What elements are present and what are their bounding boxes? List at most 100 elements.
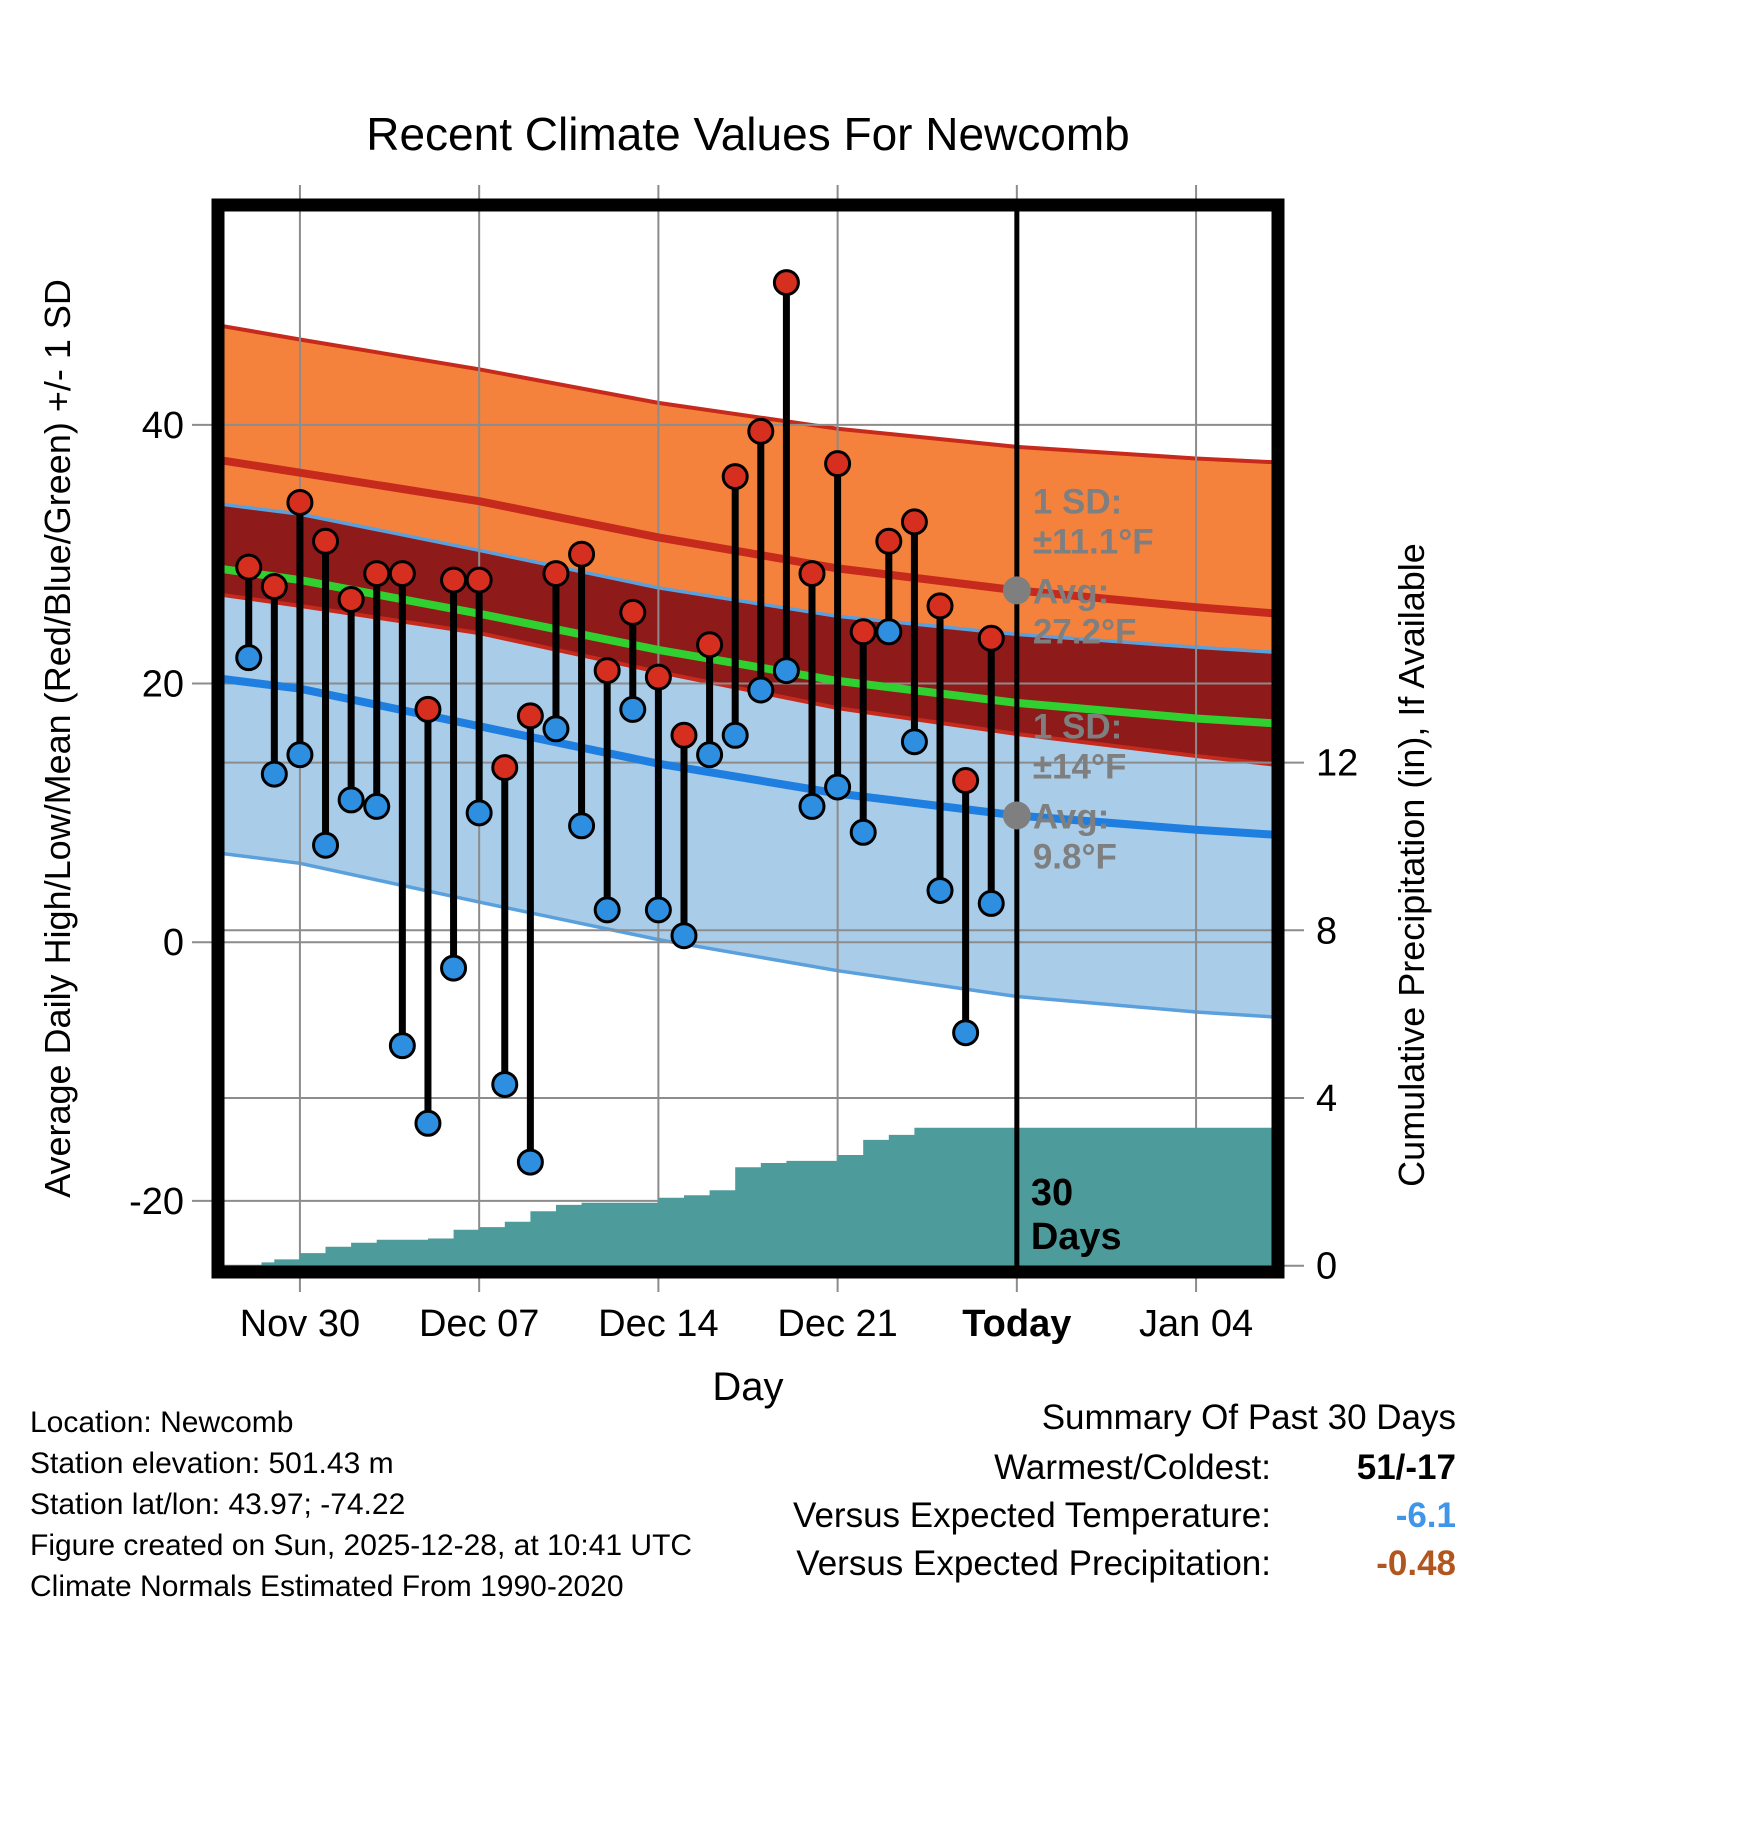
daily-high-dot	[235, 553, 263, 581]
daily-low-dot	[542, 715, 570, 743]
daily-low-dot	[747, 676, 775, 704]
daily-high-dot	[900, 508, 928, 536]
daily-high-dot	[824, 450, 852, 478]
daily-low-dot	[465, 799, 493, 827]
x-axis-label: Day	[712, 1365, 783, 1409]
daily-low-dot	[260, 760, 288, 788]
daily-high-dot	[516, 702, 544, 730]
daily-low-dot	[772, 657, 800, 685]
daily-high-dot	[977, 624, 1005, 652]
daily-low-dot	[619, 695, 647, 723]
daily-high-dot	[337, 585, 365, 613]
x-tick-label: Jan 04	[1139, 1303, 1253, 1345]
daily-low-dot	[593, 896, 621, 924]
x-tick-label: Dec 07	[419, 1303, 539, 1345]
daily-high-dot	[644, 663, 672, 691]
right-tick-label: 8	[1316, 910, 1337, 952]
low-annotation-sd-value: ±14°F	[1033, 747, 1127, 786]
low-annotation-sd-label: 1 SD:	[1033, 707, 1122, 746]
daily-high-dot	[926, 592, 954, 620]
daily-high-dot	[875, 527, 903, 555]
today-window-label: 30	[1031, 1172, 1073, 1214]
left-tick-label: -20	[129, 1181, 184, 1223]
summary-row-value: -0.48	[1376, 1544, 1456, 1583]
daily-low-dot	[414, 1109, 442, 1137]
daily-high-dot	[363, 560, 391, 588]
daily-low-dot	[644, 896, 672, 924]
daily-low-dot	[388, 1032, 416, 1060]
left-tick-label: 20	[142, 664, 184, 706]
high-annotation-avg-dot	[1002, 576, 1031, 605]
daily-high-dot	[670, 721, 698, 749]
daily-low-dot	[568, 812, 596, 840]
summary-row-value: -6.1	[1395, 1496, 1456, 1535]
daily-low-dot	[440, 954, 468, 982]
daily-high-dot	[747, 417, 775, 445]
daily-high-dot	[696, 631, 724, 659]
daily-low-dot	[824, 773, 852, 801]
daily-high-dot	[849, 618, 877, 646]
avg-high-line	[214, 455, 1282, 618]
daily-high-dot	[568, 540, 596, 568]
left-tick-label: 0	[163, 922, 184, 964]
summary-title: Summary Of Past 30 Days	[1041, 1398, 1456, 1437]
summary-row: Warmest/Coldest: 51/-17	[793, 1448, 1456, 1488]
metadata-created: Figure created on Sun, 2025-12-28, at 10…	[30, 1529, 693, 1562]
daily-low-dot	[721, 721, 749, 749]
high-annotation-sd-value: ±11.1°F	[1033, 522, 1154, 561]
metadata-elevation: Station elevation: 501.43 m	[30, 1447, 394, 1480]
summary-row: Versus Expected Precipitation: -0.48	[793, 1544, 1456, 1584]
summary-row-label: Versus Expected Precipitation:	[796, 1544, 1271, 1583]
high-band-upper-edge	[216, 323, 1280, 465]
metadata-latlon: Station lat/lon: 43.97; -74.22	[30, 1488, 406, 1521]
avg-low-line	[214, 674, 1282, 839]
metadata-location: Location: Newcomb	[30, 1406, 294, 1439]
low-band-lower-edge	[216, 851, 1280, 1019]
daily-low-dot	[900, 728, 928, 756]
daily-high-dot	[440, 566, 468, 594]
daily-low-dot	[849, 818, 877, 846]
daily-high-dot	[798, 560, 826, 588]
daily-high-dot	[952, 767, 980, 795]
summary-rows: Warmest/Coldest: 51/-17 Versus Expected Te…	[793, 1448, 1456, 1584]
daily-low-dot	[952, 1019, 980, 1047]
high-annotation-avg-value: 27.2°F	[1033, 612, 1137, 651]
daily-high-dot	[286, 488, 314, 516]
daily-high-dot	[465, 566, 493, 594]
right-tick-label: 12	[1316, 743, 1358, 785]
high-annotation-sd-label: 1 SD:	[1033, 482, 1122, 521]
summary-row-label: Warmest/Coldest:	[994, 1448, 1271, 1487]
low-annotation-avg-value: 9.8°F	[1033, 837, 1117, 876]
daily-low-dot	[235, 644, 263, 672]
summary-row-label: Versus Expected Temperature:	[793, 1496, 1271, 1535]
summary-row-value: 51/-17	[1356, 1448, 1456, 1487]
daily-low-dot	[337, 786, 365, 814]
right-tick-label: 0	[1316, 1246, 1337, 1288]
plot-frame	[211, 198, 1285, 1279]
daily-low-dot	[491, 1070, 519, 1098]
low-annotation-avg-dot	[1002, 801, 1031, 830]
x-tick-label: Today	[962, 1303, 1071, 1345]
daily-low-dot	[875, 618, 903, 646]
low-annotation-avg-label: Avg:	[1033, 797, 1109, 836]
today-window-label: Days	[1031, 1216, 1122, 1258]
x-tick-label: Dec 21	[777, 1303, 897, 1345]
figure-metadata: Location: Newcomb Station elevation: 501…	[30, 1402, 692, 1607]
chart-title: Recent Climate Values For Newcomb	[366, 108, 1130, 160]
daily-low-dot	[286, 741, 314, 769]
daily-high-dot	[619, 598, 647, 626]
high-annotation-avg-label: Avg:	[1033, 572, 1109, 611]
summary-panel: Summary Of Past 30 Days Warmest/Coldest:…	[793, 1398, 1456, 1592]
mean-line	[214, 564, 1282, 728]
daily-low-dot	[363, 792, 391, 820]
right-tick-label: 4	[1316, 1078, 1337, 1120]
daily-low-dot	[312, 831, 340, 859]
daily-high-dot	[593, 657, 621, 685]
cumulative-precip-area	[261, 1127, 1278, 1270]
daily-low-dot	[670, 922, 698, 950]
daily-high-dot	[388, 560, 416, 588]
daily-high-dot	[772, 269, 800, 297]
right-axis-label: Cumulative Precipitation (in), If Availa…	[1391, 543, 1432, 1187]
